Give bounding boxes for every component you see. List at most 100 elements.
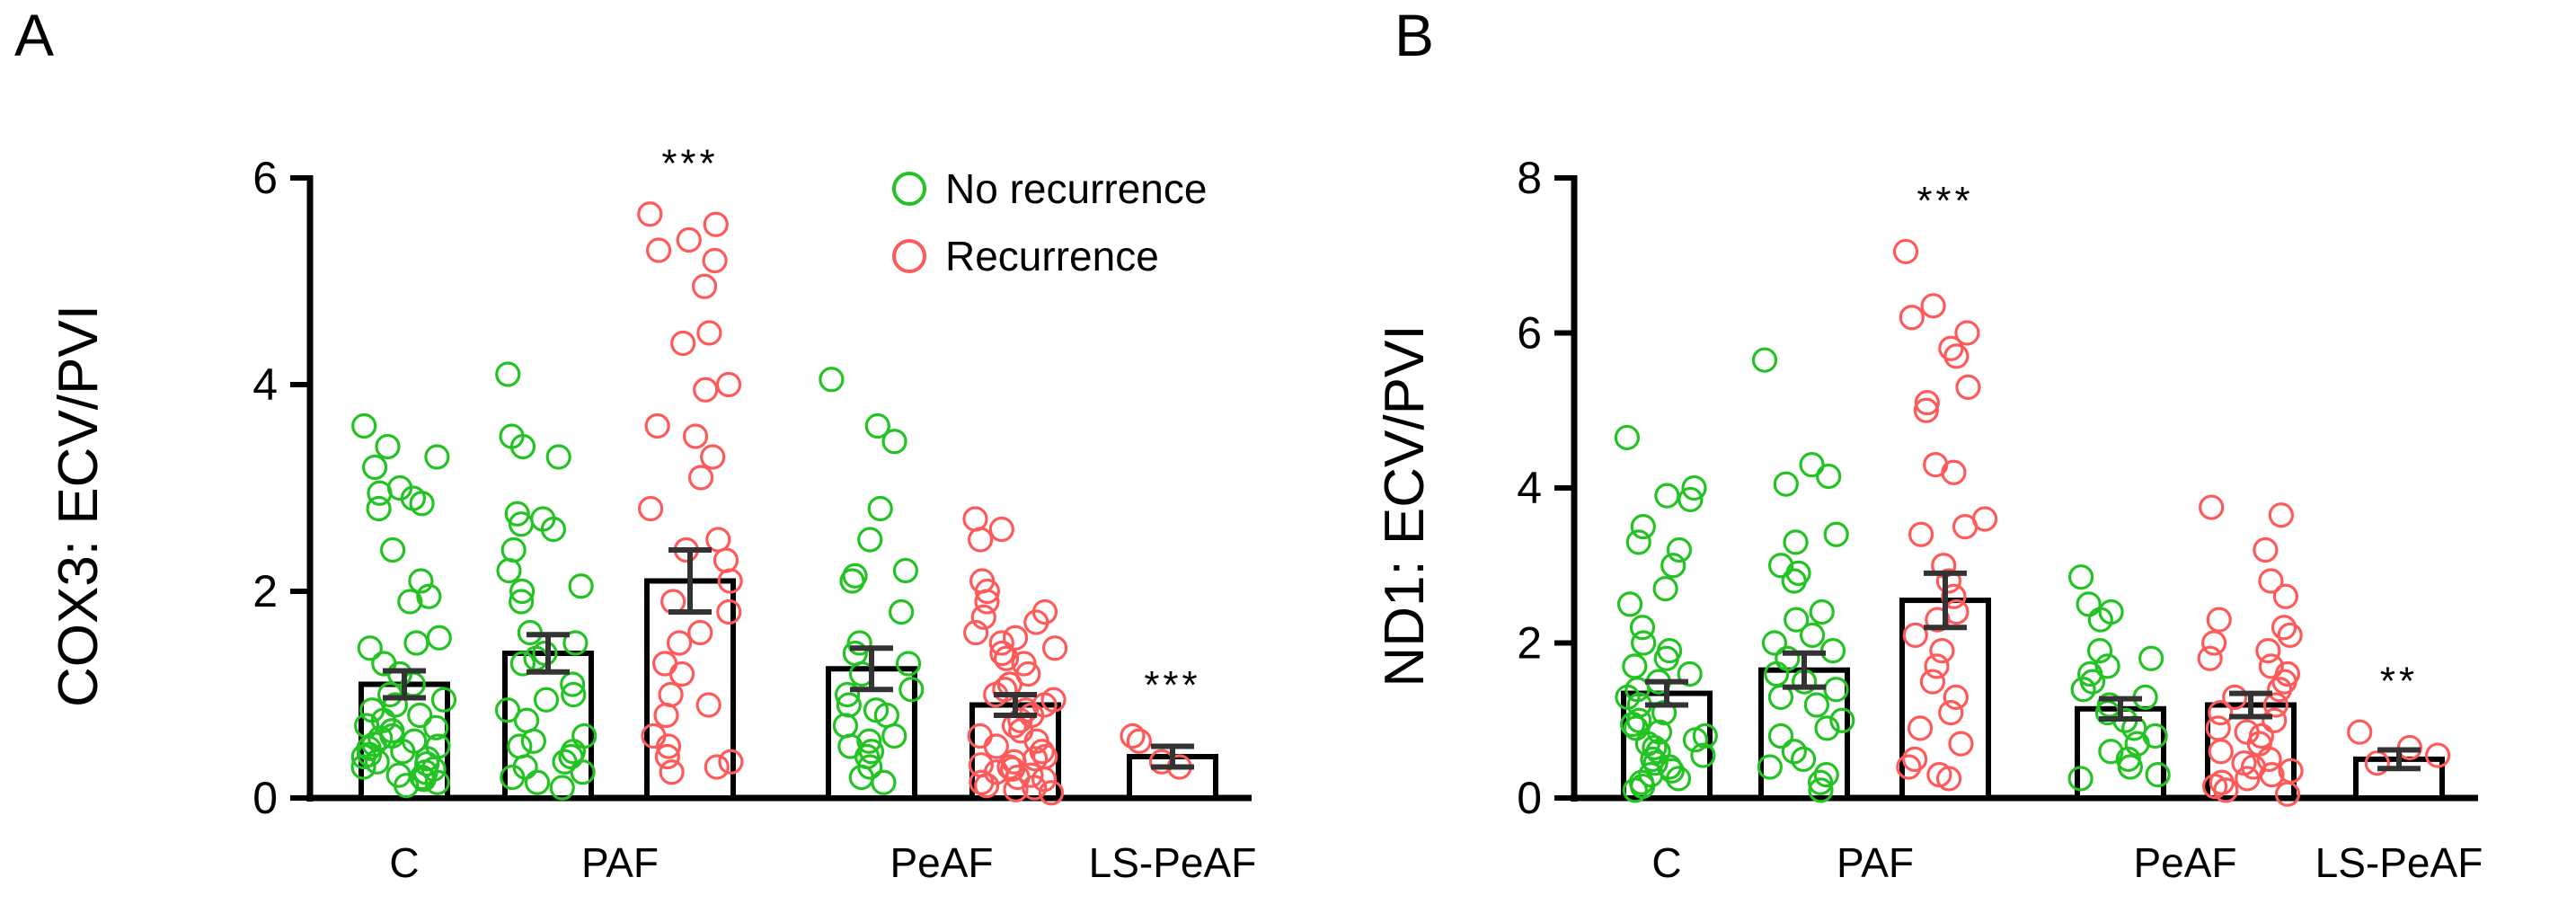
data-point [691,273,718,299]
data-point [974,773,1000,799]
data-point [687,619,713,646]
data-point [864,412,890,439]
y-tick-label: 8 [1517,153,1542,203]
data-point [1902,622,1928,648]
data-point [2201,773,2228,800]
significance-marker: *** [1917,179,1973,223]
data-point [1653,645,1679,671]
data-point [496,557,522,584]
y-tick-label: 2 [1517,618,1542,669]
data-point [637,201,663,227]
data-point [1943,684,1969,710]
data-point [350,754,376,780]
data-point [819,367,845,393]
data-point [653,702,679,729]
data-point [666,630,693,656]
data-point [963,619,989,646]
data-point [2274,781,2301,807]
data-point [2256,746,2282,772]
data-point [962,506,988,532]
data-point [2206,607,2232,633]
data-point [397,589,423,615]
data-point [1913,397,1939,423]
data-point [424,769,450,795]
data-point [654,743,680,770]
data-point [1938,700,1964,726]
data-point [1936,766,1962,792]
data-point [1629,615,1656,641]
data-point [693,377,719,403]
data-point [2213,777,2239,803]
data-point [1954,320,1980,346]
data-point [1018,762,1044,788]
data-point [1823,521,1849,547]
data-point [394,773,420,799]
data-point [1955,374,1981,400]
bar-group [2197,494,2304,807]
data-point [713,547,739,573]
legend-marker-recurrence [892,239,926,273]
y-tick-label: 0 [1517,773,1542,823]
data-point [1767,722,1794,749]
data-point [1041,635,1068,661]
data-point [839,568,865,594]
data-point [409,764,435,791]
data-point [2145,762,2171,788]
data-point [1757,754,1783,780]
data-point [2364,750,2390,776]
data-point [1652,576,1678,602]
data-point [644,412,670,439]
data-point [1791,746,1817,772]
data-point [1654,483,1680,509]
data-point [423,714,449,740]
data-point [2347,719,2373,745]
data-point [1690,742,1716,768]
data-point [668,660,695,687]
data-point [1892,238,1919,265]
data-point [715,371,742,398]
data-point [1799,622,1826,648]
data-point [426,625,452,651]
x-category-label: LS-PeAF [1089,839,1257,886]
data-point [1003,776,1029,802]
x-category-label: C [1651,839,1681,886]
data-point [1920,293,1946,319]
data-point [1799,452,1825,478]
data-point [1622,653,1648,679]
data-point [408,568,434,594]
data-point [1029,739,1055,765]
data-point [1929,638,1955,664]
bar-group: *** [1120,663,1218,801]
data-point [1907,715,1934,741]
data-point [2267,677,2293,703]
data-point [1783,529,1809,555]
data-point [403,630,429,656]
data-point [364,749,390,775]
data-point [495,361,521,387]
data-point [1616,591,1643,617]
y-tick-label: 6 [1517,308,1542,359]
data-point [1784,607,1810,633]
legend-label-no-recurrence: No recurrence [945,165,1207,212]
data-point [2208,700,2234,726]
data-point [1120,722,1146,749]
data-point [1622,777,1649,803]
y-axis-label: ND1: ECV/PVI [1374,324,1436,687]
bar-group [1614,424,1718,803]
data-point [561,681,587,708]
data-point [1813,762,1839,788]
data-point [2259,762,2285,788]
data-point [881,722,907,749]
data-point [670,330,696,357]
data-point [366,495,392,522]
y-tick-label: 4 [1517,463,1542,513]
data-point [2277,622,2303,648]
data-point [1914,390,1940,416]
data-point [1625,529,1651,555]
data-point [350,743,376,770]
bar-group [962,506,1068,806]
data-point [702,247,728,274]
data-point [508,511,535,537]
data-point [1751,347,1778,373]
data-point [1666,536,1693,563]
